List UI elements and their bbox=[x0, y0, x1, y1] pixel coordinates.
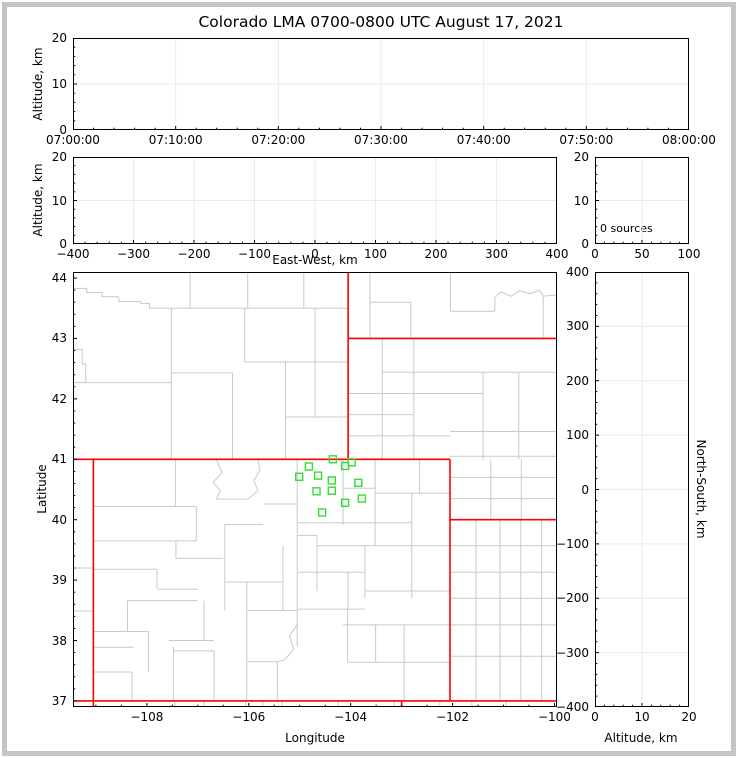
panel-east-west-altitude bbox=[73, 157, 557, 244]
x-tick-label: 0 bbox=[311, 247, 319, 261]
y-tick-label: 400 bbox=[566, 265, 589, 279]
panel-north-south-altitude bbox=[595, 272, 689, 707]
panel-time-height bbox=[73, 38, 689, 130]
y-tick-label: 10 bbox=[51, 193, 67, 208]
lma-station-marker bbox=[354, 478, 363, 488]
x-tick-label: 200 bbox=[424, 247, 448, 261]
y-tick-label: 0 bbox=[581, 237, 589, 251]
panel-plan-view-map bbox=[73, 272, 557, 707]
y-tick-label: 41 bbox=[51, 452, 67, 467]
lma-station-marker bbox=[312, 487, 321, 496]
ns-altitude-xlabel: Altitude, km bbox=[604, 731, 678, 745]
lma-station-marker bbox=[347, 458, 356, 467]
lma-station-marker bbox=[304, 462, 314, 471]
ew-altitude-xlabel: East-West, km bbox=[272, 253, 358, 267]
x-tick-label: −100 bbox=[537, 710, 571, 724]
x-tick-label: −400 bbox=[56, 247, 90, 261]
x-tick-label: 10 bbox=[634, 710, 650, 724]
y-tick-label: −200 bbox=[556, 591, 589, 606]
x-tick-label: 20 bbox=[681, 710, 697, 724]
y-tick-label: 37 bbox=[51, 693, 67, 708]
y-tick-label: −100 bbox=[556, 536, 589, 551]
lma-station-marker bbox=[357, 494, 367, 503]
map-plot bbox=[73, 272, 557, 707]
y-tick-label: 0 bbox=[59, 237, 67, 251]
y-tick-label: 20 bbox=[51, 31, 67, 45]
x-tick-label: 0 bbox=[591, 247, 599, 261]
y-tick-label: 200 bbox=[566, 373, 589, 388]
x-tick-label: −100 bbox=[238, 247, 271, 261]
x-tick-label: 400 bbox=[545, 247, 569, 261]
x-tick-label: 100 bbox=[677, 247, 701, 261]
lma-station-marker bbox=[328, 455, 338, 464]
x-tick-label: −102 bbox=[436, 710, 470, 724]
y-tick-label: 0 bbox=[581, 482, 589, 497]
lma-station-marker bbox=[295, 472, 304, 482]
y-tick-label: 40 bbox=[51, 512, 67, 527]
y-tick-label: 38 bbox=[51, 633, 67, 648]
x-tick-label: 07:20:00 bbox=[251, 133, 306, 147]
source_histogram-plot bbox=[595, 157, 689, 244]
lma-station-marker bbox=[327, 476, 337, 485]
x-tick-label: 50 bbox=[634, 247, 650, 261]
source-count-annotation: 0 sources bbox=[600, 222, 653, 235]
x-tick-label: 100 bbox=[364, 247, 387, 261]
x-tick-label: −104 bbox=[334, 710, 368, 724]
lma-station-marker bbox=[327, 486, 337, 495]
y-tick-label: −300 bbox=[556, 645, 589, 660]
x-tick-label: −300 bbox=[117, 247, 150, 261]
time_height-plot bbox=[73, 38, 689, 130]
x-tick-label: 07:00:00 bbox=[46, 133, 100, 147]
ns-altitude-ylabel: North-South, km bbox=[694, 439, 708, 539]
x-tick-label: 0 bbox=[591, 710, 599, 724]
y-tick-label: 43 bbox=[51, 331, 67, 346]
map-ylabel: Latitude bbox=[35, 464, 49, 514]
y-tick-label: 20 bbox=[573, 150, 589, 164]
x-tick-label: 08:00:00 bbox=[662, 133, 716, 147]
ew_altitude-plot bbox=[73, 157, 557, 244]
panel-source-histogram: 0 sources bbox=[595, 157, 689, 244]
y-tick-label: 42 bbox=[51, 391, 67, 406]
y-tick-label: 100 bbox=[566, 428, 589, 443]
y-tick-label: 10 bbox=[573, 193, 589, 208]
lma-station-marker bbox=[313, 471, 323, 480]
lma-station-marker bbox=[340, 498, 350, 507]
ns_altitude-plot bbox=[595, 272, 689, 707]
figure-title: Colorado LMA 0700-0800 UTC August 17, 20… bbox=[198, 13, 564, 31]
x-tick-label: 07:10:00 bbox=[148, 133, 203, 147]
y-tick-label: 39 bbox=[51, 573, 67, 588]
x-tick-label: 07:30:00 bbox=[354, 133, 408, 147]
lma-station-marker bbox=[317, 508, 327, 517]
x-tick-label: −106 bbox=[232, 710, 266, 724]
map-xlabel: Longitude bbox=[285, 731, 345, 745]
y-tick-label: 44 bbox=[51, 271, 67, 286]
x-tick-label: 07:50:00 bbox=[559, 133, 614, 147]
y-tick-label: 10 bbox=[51, 77, 67, 91]
y-tick-label: 300 bbox=[566, 319, 589, 334]
x-tick-label: −108 bbox=[130, 710, 164, 724]
x-tick-label: −200 bbox=[177, 247, 211, 261]
x-tick-label: 07:40:00 bbox=[456, 133, 511, 147]
x-tick-label: 300 bbox=[485, 247, 508, 261]
y-tick-label: −400 bbox=[556, 700, 589, 714]
y-tick-label: 20 bbox=[51, 150, 67, 164]
y-tick-label: 0 bbox=[59, 123, 67, 137]
